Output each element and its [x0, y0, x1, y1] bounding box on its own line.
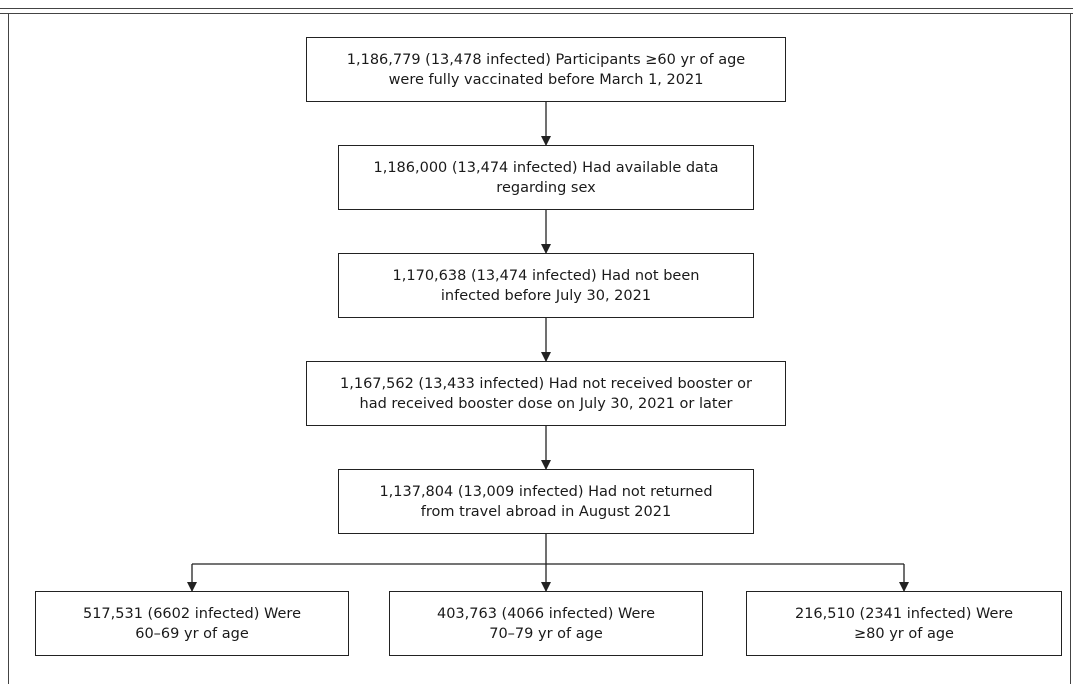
age-group-3-line-1: 216,510 (2341 infected) Were: [794, 605, 1013, 622]
flow-box-5: 1,137,804 (13,009 infected) Had not retu…: [338, 469, 754, 534]
top-rule-1: [0, 8, 1073, 9]
flow-box-4-line-1: 1,167,562 (13,433 infected) Had not rece…: [340, 375, 752, 392]
flow-box-3: 1,170,638 (13,474 infected) Had not been…: [338, 253, 754, 318]
age-group-2-line-2: 70–79 yr of age: [489, 625, 603, 642]
flow-box-2: 1,186,000 (13,474 infected) Had availabl…: [338, 145, 754, 210]
flow-box-1-line-1: 1,186,779 (13,478 infected) Participants…: [346, 51, 746, 68]
age-group-1-line-2: 60–69 yr of age: [135, 625, 249, 642]
flow-box-3-line-1: 1,170,638 (13,474 infected) Had not been: [392, 267, 700, 284]
flow-box-4: 1,167,562 (13,433 infected) Had not rece…: [306, 361, 786, 426]
top-rule-2: [0, 13, 1073, 14]
flow-box-4-line-2: had received booster dose on July 30, 20…: [359, 395, 733, 412]
age-group-box-3: 216,510 (2341 infected) Were ≥80 yr of a…: [746, 591, 1062, 656]
flow-box-1: 1,186,779 (13,478 infected) Participants…: [306, 37, 786, 102]
age-group-2-line-1: 403,763 (4066 infected) Were: [436, 605, 655, 622]
age-group-1-line-1: 517,531 (6602 infected) Were: [82, 605, 301, 622]
connectors: [187, 102, 909, 592]
age-group-box-1: 517,531 (6602 infected) Were 60–69 yr of…: [35, 591, 349, 656]
flow-box-1-line-2: were fully vaccinated before March 1, 20…: [388, 71, 704, 88]
flow-box-5-line-2: from travel abroad in August 2021: [420, 503, 672, 520]
flow-box-2-line-1: 1,186,000 (13,474 infected) Had availabl…: [373, 159, 719, 176]
age-group-3-line-2: ≥80 yr of age: [854, 625, 954, 642]
age-group-box-2: 403,763 (4066 infected) Were 70–79 yr of…: [389, 591, 703, 656]
flow-box-3-line-2: infected before July 30, 2021: [440, 287, 652, 304]
flow-box-5-line-1: 1,137,804 (13,009 infected) Had not retu…: [379, 483, 713, 500]
flow-box-2-line-2: regarding sex: [496, 179, 596, 196]
figure-frame: [8, 14, 1071, 684]
